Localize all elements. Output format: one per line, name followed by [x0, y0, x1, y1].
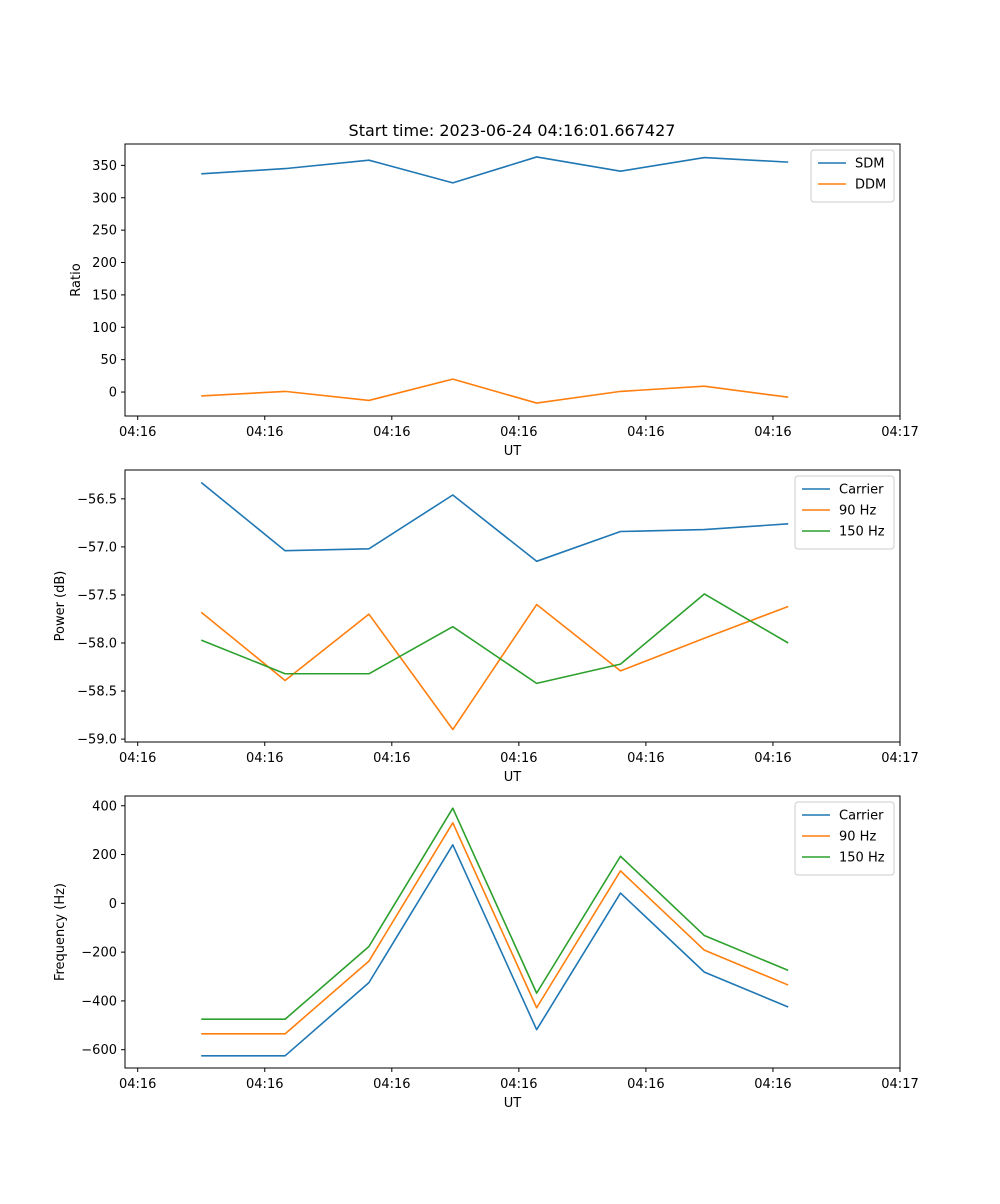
frequency-y-tick-label: 200 — [92, 848, 117, 863]
power-y-tick-label: −58.5 — [77, 685, 117, 700]
power-legend-entry: Carrier — [839, 483, 884, 498]
power-y-tick-label: −57.0 — [77, 540, 117, 555]
ratio-x-tick-label: 04:17 — [881, 425, 918, 440]
power-series-90-hz-line — [200, 603, 789, 731]
ratio-x-tick-label: 04:16 — [373, 425, 410, 440]
power-axes-frame — [124, 469, 901, 743]
power-x-tick-label: 04:16 — [500, 751, 537, 766]
frequency-x-tick-label: 04:16 — [119, 1077, 156, 1092]
ratio-legend-entry: DDM — [855, 178, 886, 193]
frequency-legend-entry: 150 Hz — [839, 851, 885, 866]
power-x-tick-label: 04:16 — [246, 751, 283, 766]
ratio-series-sdm-line — [201, 156, 789, 184]
frequency-y-axis-label: Frequency (Hz) — [53, 883, 68, 981]
frequency-y-tick-label: −400 — [81, 994, 117, 1009]
ratio-x-tick-label: 04:16 — [246, 425, 283, 440]
frequency-y-tick-label: 0 — [109, 897, 117, 912]
frequency-y-tick-label: −600 — [81, 1043, 117, 1058]
ratio-y-tick-label: 150 — [92, 288, 117, 303]
power-x-tick-label: 04:16 — [754, 751, 791, 766]
ratio-y-tick-label: 50 — [100, 353, 117, 368]
frequency-x-tick-label: 04:16 — [627, 1077, 664, 1092]
ratio-x-axis-label: UT — [504, 444, 522, 459]
ratio-series-ddm-line — [201, 378, 789, 404]
power-series-carrier-line — [200, 481, 789, 563]
frequency-series-carrier-line — [201, 843, 789, 1057]
power-x-tick-label: 04:16 — [119, 751, 156, 766]
frequency-x-tick-label: 04:16 — [500, 1077, 537, 1092]
power-series-150-hz-line — [200, 593, 789, 685]
ratio-legend-entry: SDM — [855, 157, 884, 172]
ratio-x-tick-label: 04:16 — [627, 425, 664, 440]
power-y-axis-label: Power (dB) — [53, 571, 68, 642]
frequency-legend-entry: 90 Hz — [839, 830, 876, 845]
ratio-x-tick-label: 04:16 — [754, 425, 791, 440]
frequency-series-90-hz-line — [201, 822, 789, 1035]
frequency-x-tick-label: 04:16 — [373, 1077, 410, 1092]
power-y-tick-label: −58.0 — [77, 637, 117, 652]
ratio-y-tick-label: 250 — [92, 224, 117, 239]
ratio-y-tick-label: 200 — [92, 256, 117, 271]
ratio-y-tick-label: 100 — [92, 321, 117, 336]
chart-ratio: 04:16 04:16 04:16 04:16 04:16 04:16 04:17 0 50 10… — [69, 143, 919, 459]
power-y-tick-label: −57.5 — [77, 588, 117, 603]
figure-title: Start time: 2023-06-24 04:16:01.667427 — [349, 121, 676, 140]
chart-power: 04:16 04:16 04:16 04:16 04:16 04:16 04:17 −59.0… — [53, 469, 919, 785]
ratio-y-tick-label: 0 — [109, 386, 117, 401]
ratio-axes-frame — [124, 143, 901, 417]
frequency-y-tick-label: −200 — [81, 946, 117, 961]
frequency-x-axis-label: UT — [504, 1096, 522, 1111]
power-y-tick-label: −59.0 — [77, 733, 117, 748]
power-legend-entry: 150 Hz — [839, 525, 885, 540]
ratio-x-tick-label: 04:16 — [119, 425, 156, 440]
power-x-axis-label: UT — [504, 770, 522, 785]
frequency-axes-frame — [124, 795, 901, 1069]
power-y-tick-label: −56.5 — [77, 492, 117, 507]
frequency-legend-entry: Carrier — [839, 809, 884, 824]
power-legend-entry: 90 Hz — [839, 504, 876, 519]
frequency-x-tick-label: 04:17 — [881, 1077, 918, 1092]
ratio-y-tick-label: 300 — [92, 191, 117, 206]
power-x-tick-label: 04:16 — [627, 751, 664, 766]
ratio-y-tick-label: 350 — [92, 159, 117, 174]
frequency-x-tick-label: 04:16 — [246, 1077, 283, 1092]
chart-frequency: 04:16 04:16 04:16 04:16 04:16 04:16 04:17 −600 −… — [53, 795, 919, 1111]
ratio-x-tick-label: 04:16 — [500, 425, 537, 440]
power-x-tick-label: 04:17 — [881, 751, 918, 766]
frequency-y-tick-label: 400 — [92, 799, 117, 814]
power-x-tick-label: 04:16 — [373, 751, 410, 766]
ratio-y-axis-label: Ratio — [69, 263, 84, 296]
frequency-series-150-hz-line — [201, 807, 789, 1021]
frequency-x-tick-label: 04:16 — [754, 1077, 791, 1092]
